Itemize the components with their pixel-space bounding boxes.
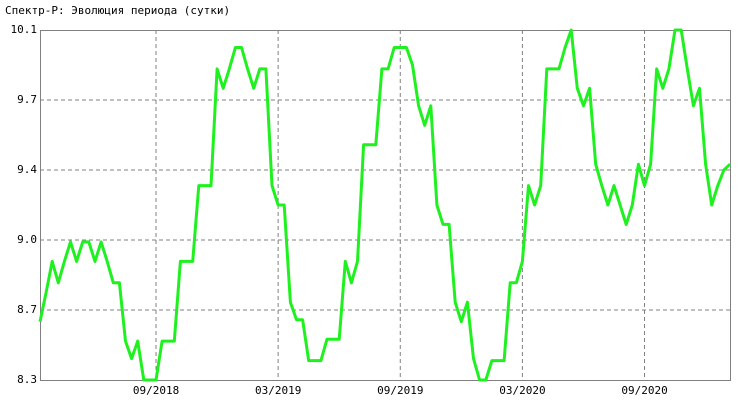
- y-tick-label: 8.3: [17, 373, 37, 386]
- y-tick-label: 8.7: [17, 303, 37, 316]
- x-tick-label: 09/2019: [377, 384, 423, 397]
- y-tick-label: 9.7: [17, 93, 37, 106]
- y-tick-label: 9.0: [17, 233, 37, 246]
- x-tick-label: 03/2019: [255, 384, 301, 397]
- x-tick-label: 09/2018: [133, 384, 179, 397]
- plot-frame: [40, 30, 731, 381]
- y-tick-label: 10.1: [11, 23, 38, 36]
- y-tick-label: 9.4: [17, 163, 37, 176]
- x-tick-label: 03/2020: [499, 384, 545, 397]
- data-line: [38, 28, 732, 382]
- chart-title: Спектр-Р: Эволюция периода (сутки): [5, 4, 230, 17]
- x-tick-label: 09/2020: [621, 384, 667, 397]
